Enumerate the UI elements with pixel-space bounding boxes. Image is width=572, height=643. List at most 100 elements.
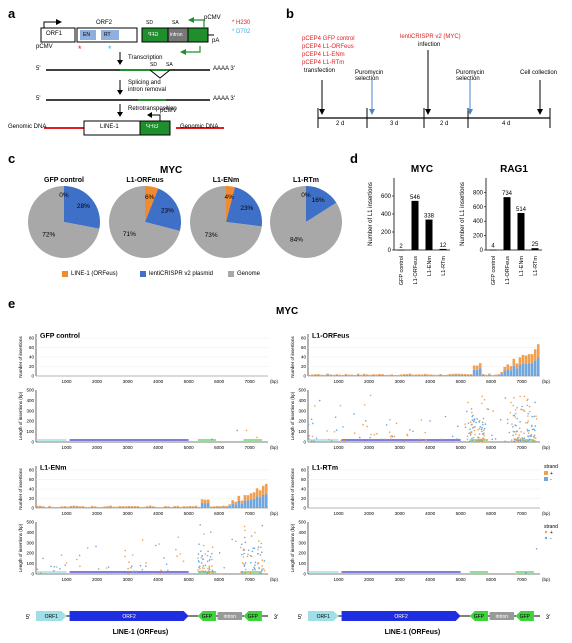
cov-dot-2-78: [257, 546, 260, 548]
cov-dot-1-167: [494, 438, 497, 440]
cov-dot-1-175: [333, 430, 336, 433]
cov-bar-orange-2-51: [191, 506, 195, 507]
cov-dot-1-164: [366, 425, 369, 428]
cov-dot-1-174: [424, 431, 427, 434]
cov-dot-1-155: [516, 406, 518, 409]
bar-value-0-3: 12: [440, 243, 447, 249]
cov-bar-orange-2-46: [176, 505, 180, 507]
cov-top-xtick-0-3: 4000: [153, 379, 164, 384]
cov-dot-2-169: [163, 570, 166, 573]
cov-bar-blue-2-46: [176, 506, 180, 508]
cov-bar-blue-1-38: [424, 374, 427, 376]
cov-dot-1-242: [483, 434, 486, 437]
cov-bar-blue-1-16: [356, 374, 360, 376]
bar-value-0-1: 546: [410, 195, 421, 201]
map-seg-1-3: [489, 612, 515, 620]
cov-top-xtick-1-4: 5000: [456, 379, 467, 384]
cov-dot-1-169: [342, 426, 344, 428]
bar-0-1: [411, 200, 419, 250]
cov-dot-1-205: [471, 440, 473, 443]
cov-bar-blue-1-19: [366, 375, 369, 376]
cov-dot-1-197: [473, 429, 476, 432]
cov-bar-orange-2-60: [219, 506, 222, 507]
sd-label: SD: [146, 20, 153, 26]
cov-dot-1-39: [511, 423, 513, 425]
cov-bar-blue-1-21: [372, 374, 375, 376]
cov-dot-2-21: [243, 552, 245, 555]
cov-bar-orange-2-43: [167, 506, 170, 508]
cov-dot-1-70: [479, 440, 481, 442]
cov-bar-blue-1-30: [399, 375, 403, 376]
cov-dot-1-127: [340, 439, 342, 442]
cov-bar-orange-2-67: [240, 500, 244, 504]
cov-dot-1-65: [533, 434, 536, 436]
cov-dot-1-69: [478, 427, 481, 430]
cov-dot-1-140: [310, 439, 313, 442]
cov-dot-1-182: [451, 435, 454, 438]
cov-dot-1-227: [380, 438, 383, 441]
cov-bot-ytick-2-0: 0: [31, 572, 34, 577]
cov-dot-2-130: [250, 535, 253, 537]
cov-dot-3-2: [535, 548, 538, 550]
legend-swatch-lenti: [140, 271, 146, 277]
cov-dot-1-199: [534, 429, 536, 432]
map-seg-1-4: [515, 611, 534, 621]
cov-bar-orange-1-41: [433, 374, 436, 376]
cov-dot-1-170: [470, 408, 473, 410]
pie-label-1-2: 71%: [123, 231, 136, 238]
panel-letter-a: a: [8, 6, 16, 21]
cov-dot-1-166: [520, 430, 522, 433]
bar-1-3: [531, 248, 539, 250]
cov-dot-2-85: [204, 564, 207, 567]
pcmv-left-label: pCMV: [36, 44, 53, 50]
cov-dot-1-156: [474, 433, 476, 436]
cov-dot-2-66: [105, 567, 108, 569]
cov-bot-xtick-3-3: 4000: [425, 577, 436, 582]
pie-title-0: GFP control: [44, 177, 84, 184]
cov-dot-1-106: [308, 434, 310, 437]
cov-dot-2-100: [202, 558, 204, 560]
cov-dot-1-240: [422, 441, 424, 443]
cov-bot-xtick-0-1: 2000: [92, 445, 103, 450]
cov-dot-2-174: [254, 531, 256, 534]
cov-top-ytick-0-1: 20: [29, 364, 35, 369]
cov-dot-2-146: [202, 565, 205, 567]
cov-dot-1-244: [515, 438, 517, 441]
cov-dot-1-67: [506, 418, 509, 421]
cov-dot-2-126: [39, 572, 42, 574]
cov-bar-blue-1-10: [338, 375, 342, 376]
cov-top-xtick-0-6: 7000: [245, 379, 256, 384]
cov-bot-xtick-1-5: 6000: [486, 445, 497, 450]
cov-bar-blue-1-20: [369, 375, 372, 376]
cov-bar-blue-2-35: [142, 507, 146, 508]
cov-bar-orange-2-2: [42, 506, 45, 508]
cov-dot-1-241: [517, 439, 519, 442]
cov-bar-blue-1-42: [436, 375, 439, 376]
cov-dot-1-210: [534, 401, 536, 404]
cov-bar-blue-2-62: [225, 506, 228, 508]
cov-dot-2-69: [203, 544, 205, 547]
cov-dot-1-208: [509, 411, 512, 414]
cov-bot-ylabel-2: Length of insertions (bp): [18, 523, 23, 572]
puro2-label: Puromycin selection: [456, 70, 485, 82]
cov-bot-xunit-2: (bp): [270, 577, 279, 582]
cov-bar-blue-1-75: [536, 357, 540, 376]
cov-bot-ytick-0-2: 200: [26, 419, 34, 424]
cov-bar-blue-1-11: [341, 375, 345, 376]
cov-bar-blue-2-68: [243, 500, 247, 508]
cov-dot-2-89: [64, 564, 67, 566]
cov-top-xtick-0-5: 6000: [214, 379, 225, 384]
cov-dot-1-112: [480, 428, 483, 431]
pcmv-top-label: pCMV: [204, 15, 221, 21]
cov-dot-2-161: [208, 570, 210, 572]
pie-label-2-0: 4%: [224, 194, 234, 201]
cov-dot-3-1: [340, 571, 343, 573]
cov-dot-2-166: [203, 567, 205, 570]
pie-title-3: L1-RTm: [293, 177, 319, 184]
cov-bar-blue-2-1: [39, 506, 42, 508]
cov-dot-2-12: [141, 568, 144, 571]
cov-bar-orange-2-65: [234, 501, 238, 505]
cov-bar-orange-1-49: [457, 373, 461, 375]
cov-dot-1-51: [480, 440, 482, 443]
